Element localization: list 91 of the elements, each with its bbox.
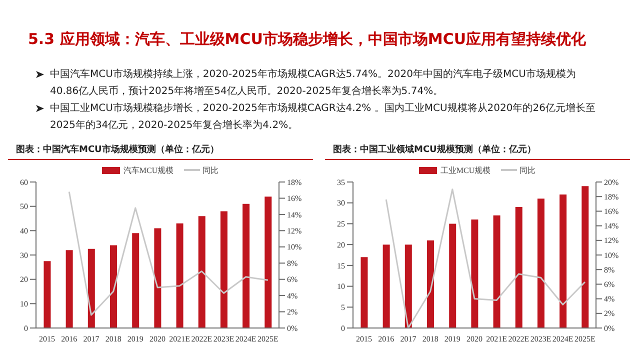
bar <box>264 196 272 328</box>
text: 中国工业MCU市场规模稳步增长，2020-2025年市场规模CAGR达4.2% 。国内工业MCU规模将从2020年的26亿元增长至2025年的34亿元，2020-2025年复合增长率为4.2%。 <box>50 102 596 133</box>
x-tick-label: 2025E <box>258 334 279 344</box>
y-tick-label: 30 <box>337 198 345 208</box>
y2-tick-label: 4% <box>604 294 615 304</box>
y2-tick-label: 12% <box>604 236 619 246</box>
y2-tick-label: 6% <box>604 280 615 290</box>
bar <box>198 216 206 328</box>
bar <box>176 223 184 328</box>
x-tick-label: 2020 <box>150 334 166 344</box>
x-tick-label: 2018 <box>105 334 122 344</box>
legend-label: 同比 <box>520 164 536 176</box>
y2-tick-label: 8% <box>287 258 298 268</box>
y2-tick-label: 16% <box>604 207 619 216</box>
x-tick-label: 2023E <box>530 334 552 344</box>
y-tick-label: 20 <box>20 275 28 284</box>
bar <box>382 244 390 328</box>
bar <box>449 224 456 328</box>
y-tick-label: 10 <box>20 300 28 309</box>
bar <box>154 228 162 328</box>
x-tick-label: 2016 <box>378 334 394 344</box>
bar <box>44 261 51 328</box>
y2-tick-label: 10% <box>287 242 302 252</box>
y2-tick-label: 18% <box>604 192 619 202</box>
x-tick-label: 2024E <box>235 334 256 344</box>
y2-tick-label: 2% <box>287 308 298 317</box>
bar <box>132 233 140 328</box>
bar <box>471 220 478 328</box>
bar <box>427 240 434 328</box>
x-tick-label: 2022E <box>508 334 530 344</box>
x-tick-label: 2016 <box>61 334 78 344</box>
x-tick-label: 2022E <box>191 334 212 344</box>
legend-label: 汽车MCU规模 <box>123 164 174 176</box>
y-tick-label: 10 <box>337 282 345 292</box>
y-tick-label: 40 <box>20 226 28 236</box>
x-tick-label: 2017 <box>83 334 100 344</box>
x-tick-label: 2021E <box>486 334 508 344</box>
chart-title: 图表：中国工业领域MCU规模预测（单位：亿元） <box>325 143 630 160</box>
y2-tick-label: 0% <box>604 324 615 333</box>
x-tick-label: 2015 <box>39 334 56 344</box>
bar <box>220 211 228 328</box>
x-tick-label: 2023E <box>213 334 234 344</box>
bar <box>66 250 73 328</box>
bar <box>537 198 544 328</box>
y-tick-label: 15 <box>337 261 345 270</box>
bar <box>582 186 589 328</box>
x-tick-label: 2021E <box>169 334 190 344</box>
y-tick-label: 50 <box>20 202 28 212</box>
bar <box>88 248 95 328</box>
y2-tick-label: 0% <box>287 324 298 333</box>
y-tick-label: 35 <box>337 178 345 187</box>
x-tick-label: 2020 <box>466 334 482 344</box>
text: 中国汽车MCU市场规模持续上涨，2020-2025年市场规模CAGR达5.74%。2020年中国的汽车电子级MCU市场规模为40.86亿人民币，预计2025年将增至54亿人民币。2020-2025年复合增长率为5.74%。 <box>50 68 577 99</box>
bar <box>515 207 522 328</box>
bar <box>360 257 368 328</box>
y-tick-label: 20 <box>337 240 345 250</box>
line-series <box>385 188 586 328</box>
bar <box>110 245 118 328</box>
line-series <box>68 190 269 316</box>
x-tick-label: 2024E <box>552 334 574 344</box>
bar <box>242 204 250 328</box>
bar <box>493 215 500 328</box>
x-tick-label: 2019 <box>444 334 460 344</box>
chart-title: 图表：中国汽车MCU市场规模预测（单位：亿元） <box>8 143 313 160</box>
y-tick-label: 60 <box>20 178 28 187</box>
y2-tick-label: 2% <box>604 309 615 318</box>
y2-tick-label: 8% <box>604 265 615 274</box>
legend-label: 同比 <box>202 164 219 176</box>
y2-tick-label: 10% <box>604 250 619 260</box>
y2-tick-label: 14% <box>604 222 619 231</box>
y2-tick-label: 12% <box>287 226 302 236</box>
y2-tick-label: 4% <box>287 291 298 300</box>
legend-label: 工业MCU规模 <box>440 164 491 176</box>
bar <box>560 194 567 328</box>
x-tick-label: 2025E <box>574 334 596 344</box>
y2-tick-label: 18% <box>287 178 302 187</box>
text: 5.3 应用领域：汽车、工业级MCU市场稳步增长，中国市场MCU应用有望持续优化 <box>28 30 588 50</box>
y2-tick-label: 14% <box>287 210 302 220</box>
bar <box>404 244 412 328</box>
y2-tick-label: 16% <box>287 194 302 204</box>
y-tick-label: 5 <box>341 302 345 312</box>
y-tick-label: 30 <box>20 250 28 260</box>
x-tick-label: 2018 <box>422 334 438 344</box>
x-tick-label: 2015 <box>356 334 372 344</box>
x-tick-label: 2017 <box>400 334 416 344</box>
y-tick-label: 0 <box>24 324 28 333</box>
y-tick-label: 0 <box>341 324 345 333</box>
y2-tick-label: 6% <box>287 275 298 284</box>
y2-tick-label: 20% <box>604 178 619 187</box>
x-tick-label: 2019 <box>127 334 144 344</box>
y-tick-label: 25 <box>337 220 345 229</box>
